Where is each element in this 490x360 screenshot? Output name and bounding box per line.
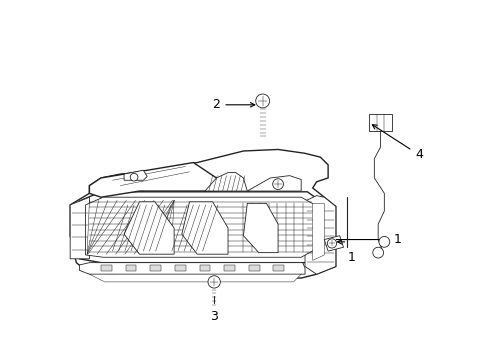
Circle shape <box>130 173 138 181</box>
Bar <box>369 114 392 131</box>
Polygon shape <box>86 197 315 257</box>
Circle shape <box>256 94 270 108</box>
Polygon shape <box>313 203 324 260</box>
Text: 1: 1 <box>336 233 401 246</box>
Circle shape <box>373 247 384 258</box>
Polygon shape <box>89 274 301 282</box>
Bar <box>150 265 161 271</box>
Bar <box>101 265 112 271</box>
Polygon shape <box>182 202 228 254</box>
Text: 3: 3 <box>210 310 218 323</box>
Polygon shape <box>124 170 147 180</box>
Text: 1: 1 <box>347 251 355 264</box>
Bar <box>199 265 210 271</box>
Polygon shape <box>70 149 336 278</box>
Polygon shape <box>305 195 336 274</box>
Polygon shape <box>70 197 89 259</box>
Bar <box>273 265 284 271</box>
Polygon shape <box>79 192 320 263</box>
Text: 2: 2 <box>213 98 255 111</box>
Bar <box>125 265 136 271</box>
Text: 4: 4 <box>372 125 423 161</box>
Circle shape <box>273 179 283 189</box>
Polygon shape <box>205 172 247 191</box>
Circle shape <box>208 276 220 288</box>
Polygon shape <box>79 263 305 274</box>
Polygon shape <box>244 203 278 253</box>
Bar <box>224 265 235 271</box>
Bar <box>249 265 260 271</box>
Bar <box>175 265 186 271</box>
Circle shape <box>379 237 390 247</box>
Circle shape <box>327 239 337 248</box>
Polygon shape <box>89 163 217 197</box>
Polygon shape <box>124 202 174 254</box>
Polygon shape <box>324 236 343 251</box>
Polygon shape <box>247 176 301 191</box>
